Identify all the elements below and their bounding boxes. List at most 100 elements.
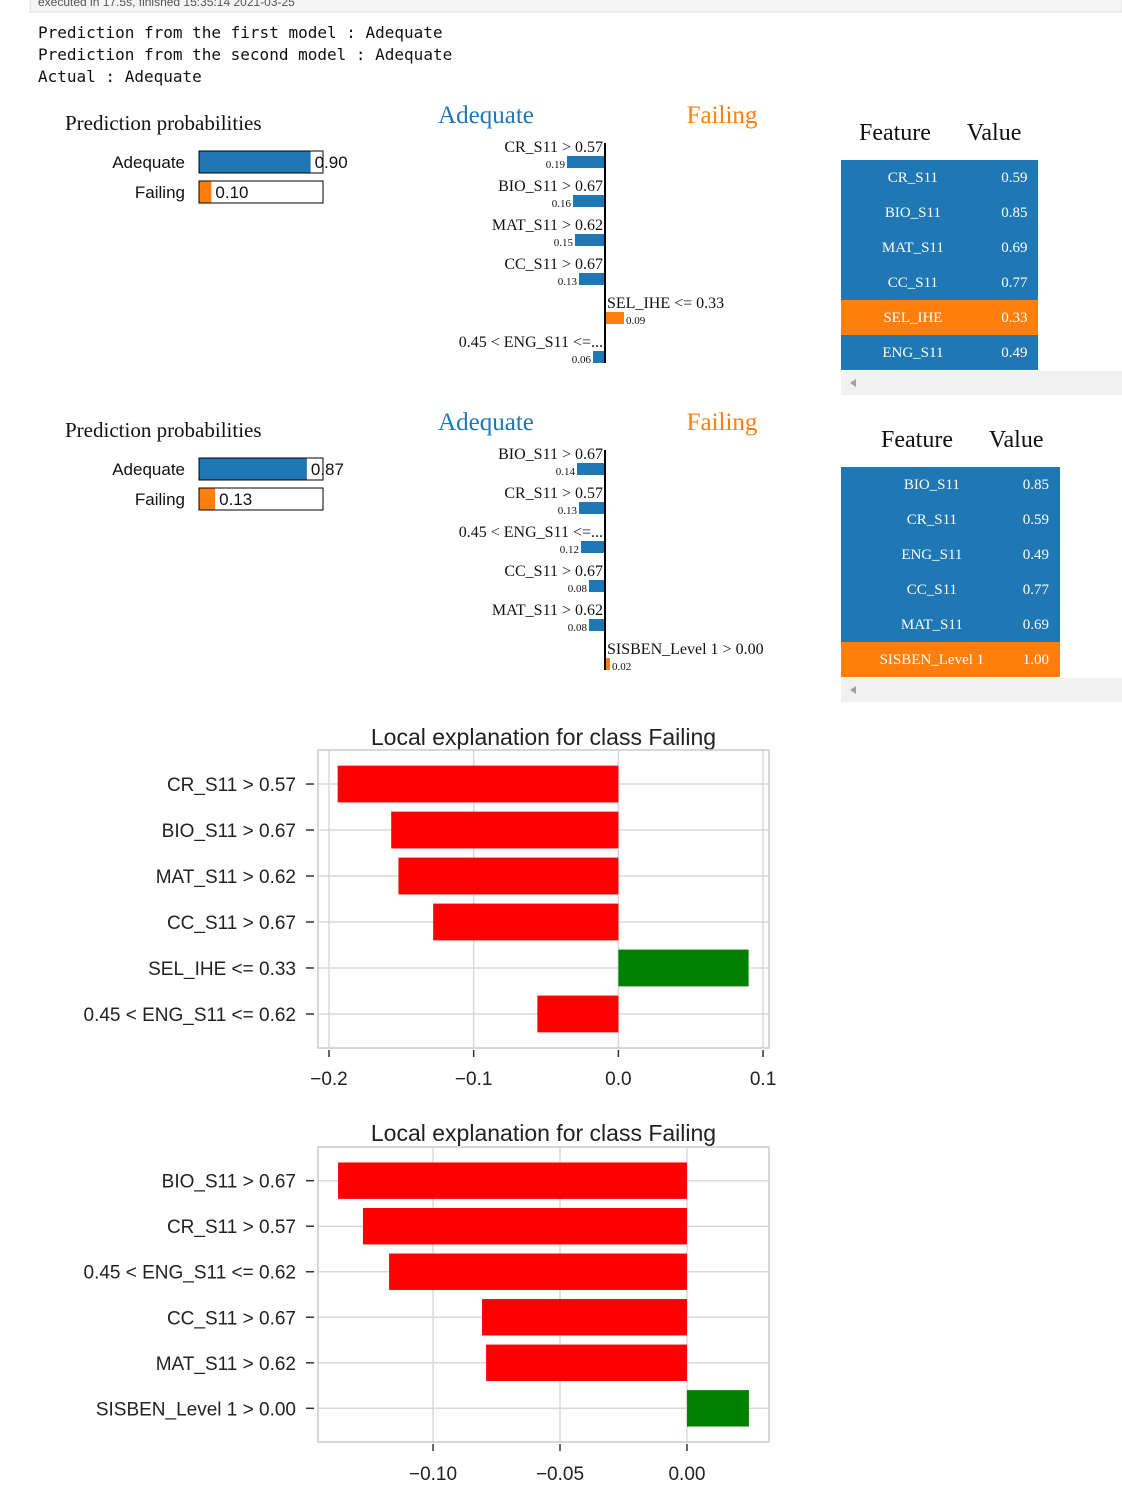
- y-tick-label: 0.45 < ENG_S11 <= 0.62: [84, 1005, 297, 1026]
- weight-value: 0.08: [568, 622, 588, 634]
- table-cell: CR_S11: [888, 170, 938, 186]
- weight-bar: [593, 351, 605, 363]
- bar: [362, 1208, 687, 1245]
- weight-value: 0.06: [572, 354, 592, 366]
- weight-bar: [579, 502, 605, 514]
- table-cell: SEL_IHE: [883, 310, 942, 326]
- probability-value: 0.13: [219, 490, 252, 509]
- cell-status: executed in 17.5s, finished 15:35:14 202…: [38, 0, 295, 9]
- table-cell: 0.49: [1023, 547, 1049, 563]
- class-label: Failing: [135, 183, 185, 202]
- x-tick-label: 0.0: [605, 1069, 631, 1090]
- table-header: Feature: [859, 120, 931, 146]
- probabilities-title: Prediction probabilities: [65, 111, 262, 135]
- table-header: Value: [989, 427, 1044, 453]
- weight-bar: [606, 312, 624, 324]
- horizontal-scrollbar: [841, 678, 1122, 702]
- weight-value: 0.02: [612, 661, 631, 673]
- y-tick-label: CC_S11 > 0.67: [167, 1308, 296, 1329]
- probability-frame: [198, 150, 324, 174]
- feature-label: CR_S11 > 0.57: [504, 139, 603, 156]
- bar: [433, 903, 619, 941]
- table-cell: 0.85: [1023, 477, 1049, 493]
- probability-value: 0.10: [215, 183, 248, 202]
- probability-frame: [198, 457, 324, 481]
- weight-value: 0.16: [552, 198, 572, 210]
- scroll-left-arrow[interactable]: [850, 686, 856, 694]
- table-cell: SISBEN_Level 1: [880, 652, 985, 668]
- bar: [391, 811, 619, 849]
- table-cell: 0.33: [1001, 310, 1027, 326]
- feature-label: 0.45 < ENG_S11 <=...: [459, 334, 603, 351]
- weight-value: 0.09: [626, 315, 646, 327]
- y-tick-label: CC_S11 > 0.67: [167, 913, 296, 934]
- x-tick-label: −0.10: [409, 1464, 457, 1485]
- feature-label: MAT_S11 > 0.62: [492, 217, 603, 234]
- bar: [486, 1344, 687, 1381]
- class-label: Adequate: [112, 153, 185, 172]
- feature-label: BIO_S11 > 0.67: [498, 178, 603, 195]
- weight-bar: [577, 463, 605, 475]
- output-line: Actual : Adequate: [38, 67, 202, 86]
- table-cell: BIO_S11: [904, 477, 960, 493]
- weight-value: 0.13: [558, 505, 578, 517]
- bar: [618, 949, 749, 987]
- table-row: [841, 642, 1060, 677]
- weight-bar: [573, 195, 605, 207]
- table-cell: CC_S11: [907, 582, 957, 598]
- weight-value: 0.15: [554, 237, 574, 249]
- bar: [398, 857, 619, 895]
- feature-label: CC_S11 > 0.67: [504, 256, 603, 273]
- output-line: Prediction from the first model : Adequa…: [38, 23, 443, 42]
- table-row: [841, 160, 1038, 195]
- weight-bar: [581, 541, 605, 553]
- horizontal-scrollbar: [841, 371, 1122, 395]
- bar: [389, 1253, 687, 1290]
- probability-frame: [198, 180, 324, 204]
- table-header: Feature: [881, 427, 953, 453]
- probability-value: 0.90: [315, 153, 348, 172]
- y-tick-label: SISBEN_Level 1 > 0.00: [96, 1399, 296, 1420]
- chart-title: Local explanation for class Failing: [371, 1120, 716, 1146]
- table-row: [841, 572, 1060, 607]
- table-cell: 0.69: [1023, 617, 1049, 633]
- x-tick-label: 0.00: [668, 1464, 705, 1485]
- table-cell: 0.49: [1001, 345, 1027, 361]
- feature-label: CC_S11 > 0.67: [504, 563, 603, 580]
- feature-label: SEL_IHE <= 0.33: [607, 295, 724, 312]
- table-cell: 0.77: [1001, 275, 1028, 291]
- probability-bar: [199, 181, 212, 203]
- weight-bar: [589, 580, 605, 592]
- weight-bar: [575, 234, 605, 246]
- feature-label: 0.45 < ENG_S11 <=...: [459, 524, 603, 541]
- weight-value: 0.13: [558, 276, 578, 288]
- class-header: Adequate: [438, 409, 534, 436]
- axes-frame: [317, 749, 770, 1049]
- table-cell: 0.59: [1023, 512, 1049, 528]
- table-row: [841, 502, 1060, 537]
- class-header: Adequate: [438, 102, 534, 129]
- weight-value: 0.08: [568, 583, 588, 595]
- weight-value: 0.12: [560, 544, 579, 556]
- probability-value: 0.87: [311, 460, 344, 479]
- bar: [337, 765, 619, 803]
- scroll-left-arrow[interactable]: [850, 379, 856, 387]
- table-row: [841, 335, 1038, 370]
- table-row: [841, 265, 1038, 300]
- table-cell: 0.77: [1023, 582, 1050, 598]
- probability-frame: [198, 487, 324, 511]
- x-tick-label: −0.1: [455, 1069, 493, 1090]
- x-tick-label: 0.1: [750, 1069, 776, 1090]
- probability-bar: [199, 151, 311, 173]
- table-row: [841, 195, 1038, 230]
- y-tick-label: BIO_S11 > 0.67: [162, 1172, 296, 1193]
- weight-bar: [606, 658, 610, 670]
- y-tick-label: 0.45 < ENG_S11 <= 0.62: [84, 1263, 297, 1284]
- weight-bar: [579, 273, 605, 285]
- feature-label: BIO_S11 > 0.67: [498, 446, 603, 463]
- table-cell: CR_S11: [907, 512, 957, 528]
- table-cell: ENG_S11: [901, 547, 962, 563]
- y-tick-label: CR_S11 > 0.57: [167, 1217, 296, 1238]
- probabilities-title: Prediction probabilities: [65, 418, 262, 442]
